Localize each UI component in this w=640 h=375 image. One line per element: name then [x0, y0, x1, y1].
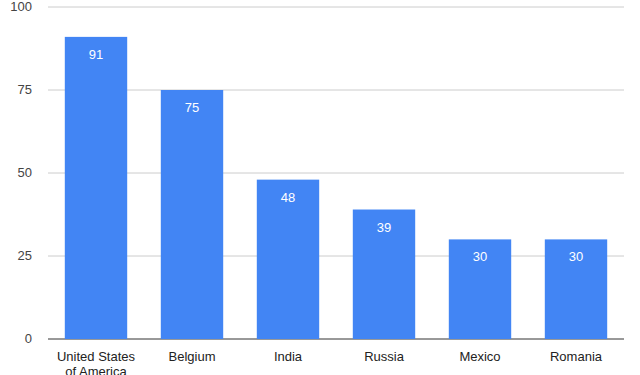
y-tick-label: 100 — [10, 0, 32, 14]
x-tick-line: Mexico — [459, 349, 500, 364]
x-tick-line: Belgium — [169, 349, 216, 364]
grid-line — [48, 7, 624, 8]
x-tick-line: of America — [65, 364, 127, 375]
bar — [161, 90, 223, 339]
grid-line — [48, 173, 624, 174]
bar — [257, 180, 319, 339]
x-tick-label: Belgium — [169, 349, 216, 364]
x-tick-line: India — [274, 349, 303, 364]
bar — [353, 210, 415, 339]
data-label: 91 — [89, 47, 103, 62]
bars — [65, 37, 607, 339]
bar — [449, 239, 511, 339]
x-tick-label: Russia — [364, 349, 405, 364]
y-tick-label: 0 — [25, 331, 32, 346]
x-tick-label: Mexico — [459, 349, 500, 364]
y-tick-label: 75 — [18, 82, 32, 97]
bar — [65, 37, 127, 339]
x-tick-line: United States — [57, 349, 136, 364]
data-label: 48 — [281, 190, 295, 205]
baseline — [48, 339, 624, 340]
chart: 0 25 50 75 100 91 75 48 39 30 30 United Statesof Am… — [0, 0, 640, 375]
x-tick-label: India — [274, 349, 303, 364]
x-tick-label: Romania — [550, 349, 603, 364]
x-tick-line: Romania — [550, 349, 603, 364]
data-label: 39 — [377, 220, 391, 235]
x-tick-label: United Statesof America — [57, 349, 136, 375]
y-tick-label: 50 — [18, 165, 32, 180]
bar — [545, 239, 607, 339]
y-tick-label: 25 — [18, 248, 32, 263]
x-tick-line: Russia — [364, 349, 405, 364]
data-label: 30 — [569, 249, 583, 264]
data-label: 75 — [185, 100, 199, 115]
data-label: 30 — [473, 249, 487, 264]
grid-line — [48, 90, 624, 91]
grid-line — [48, 256, 624, 257]
